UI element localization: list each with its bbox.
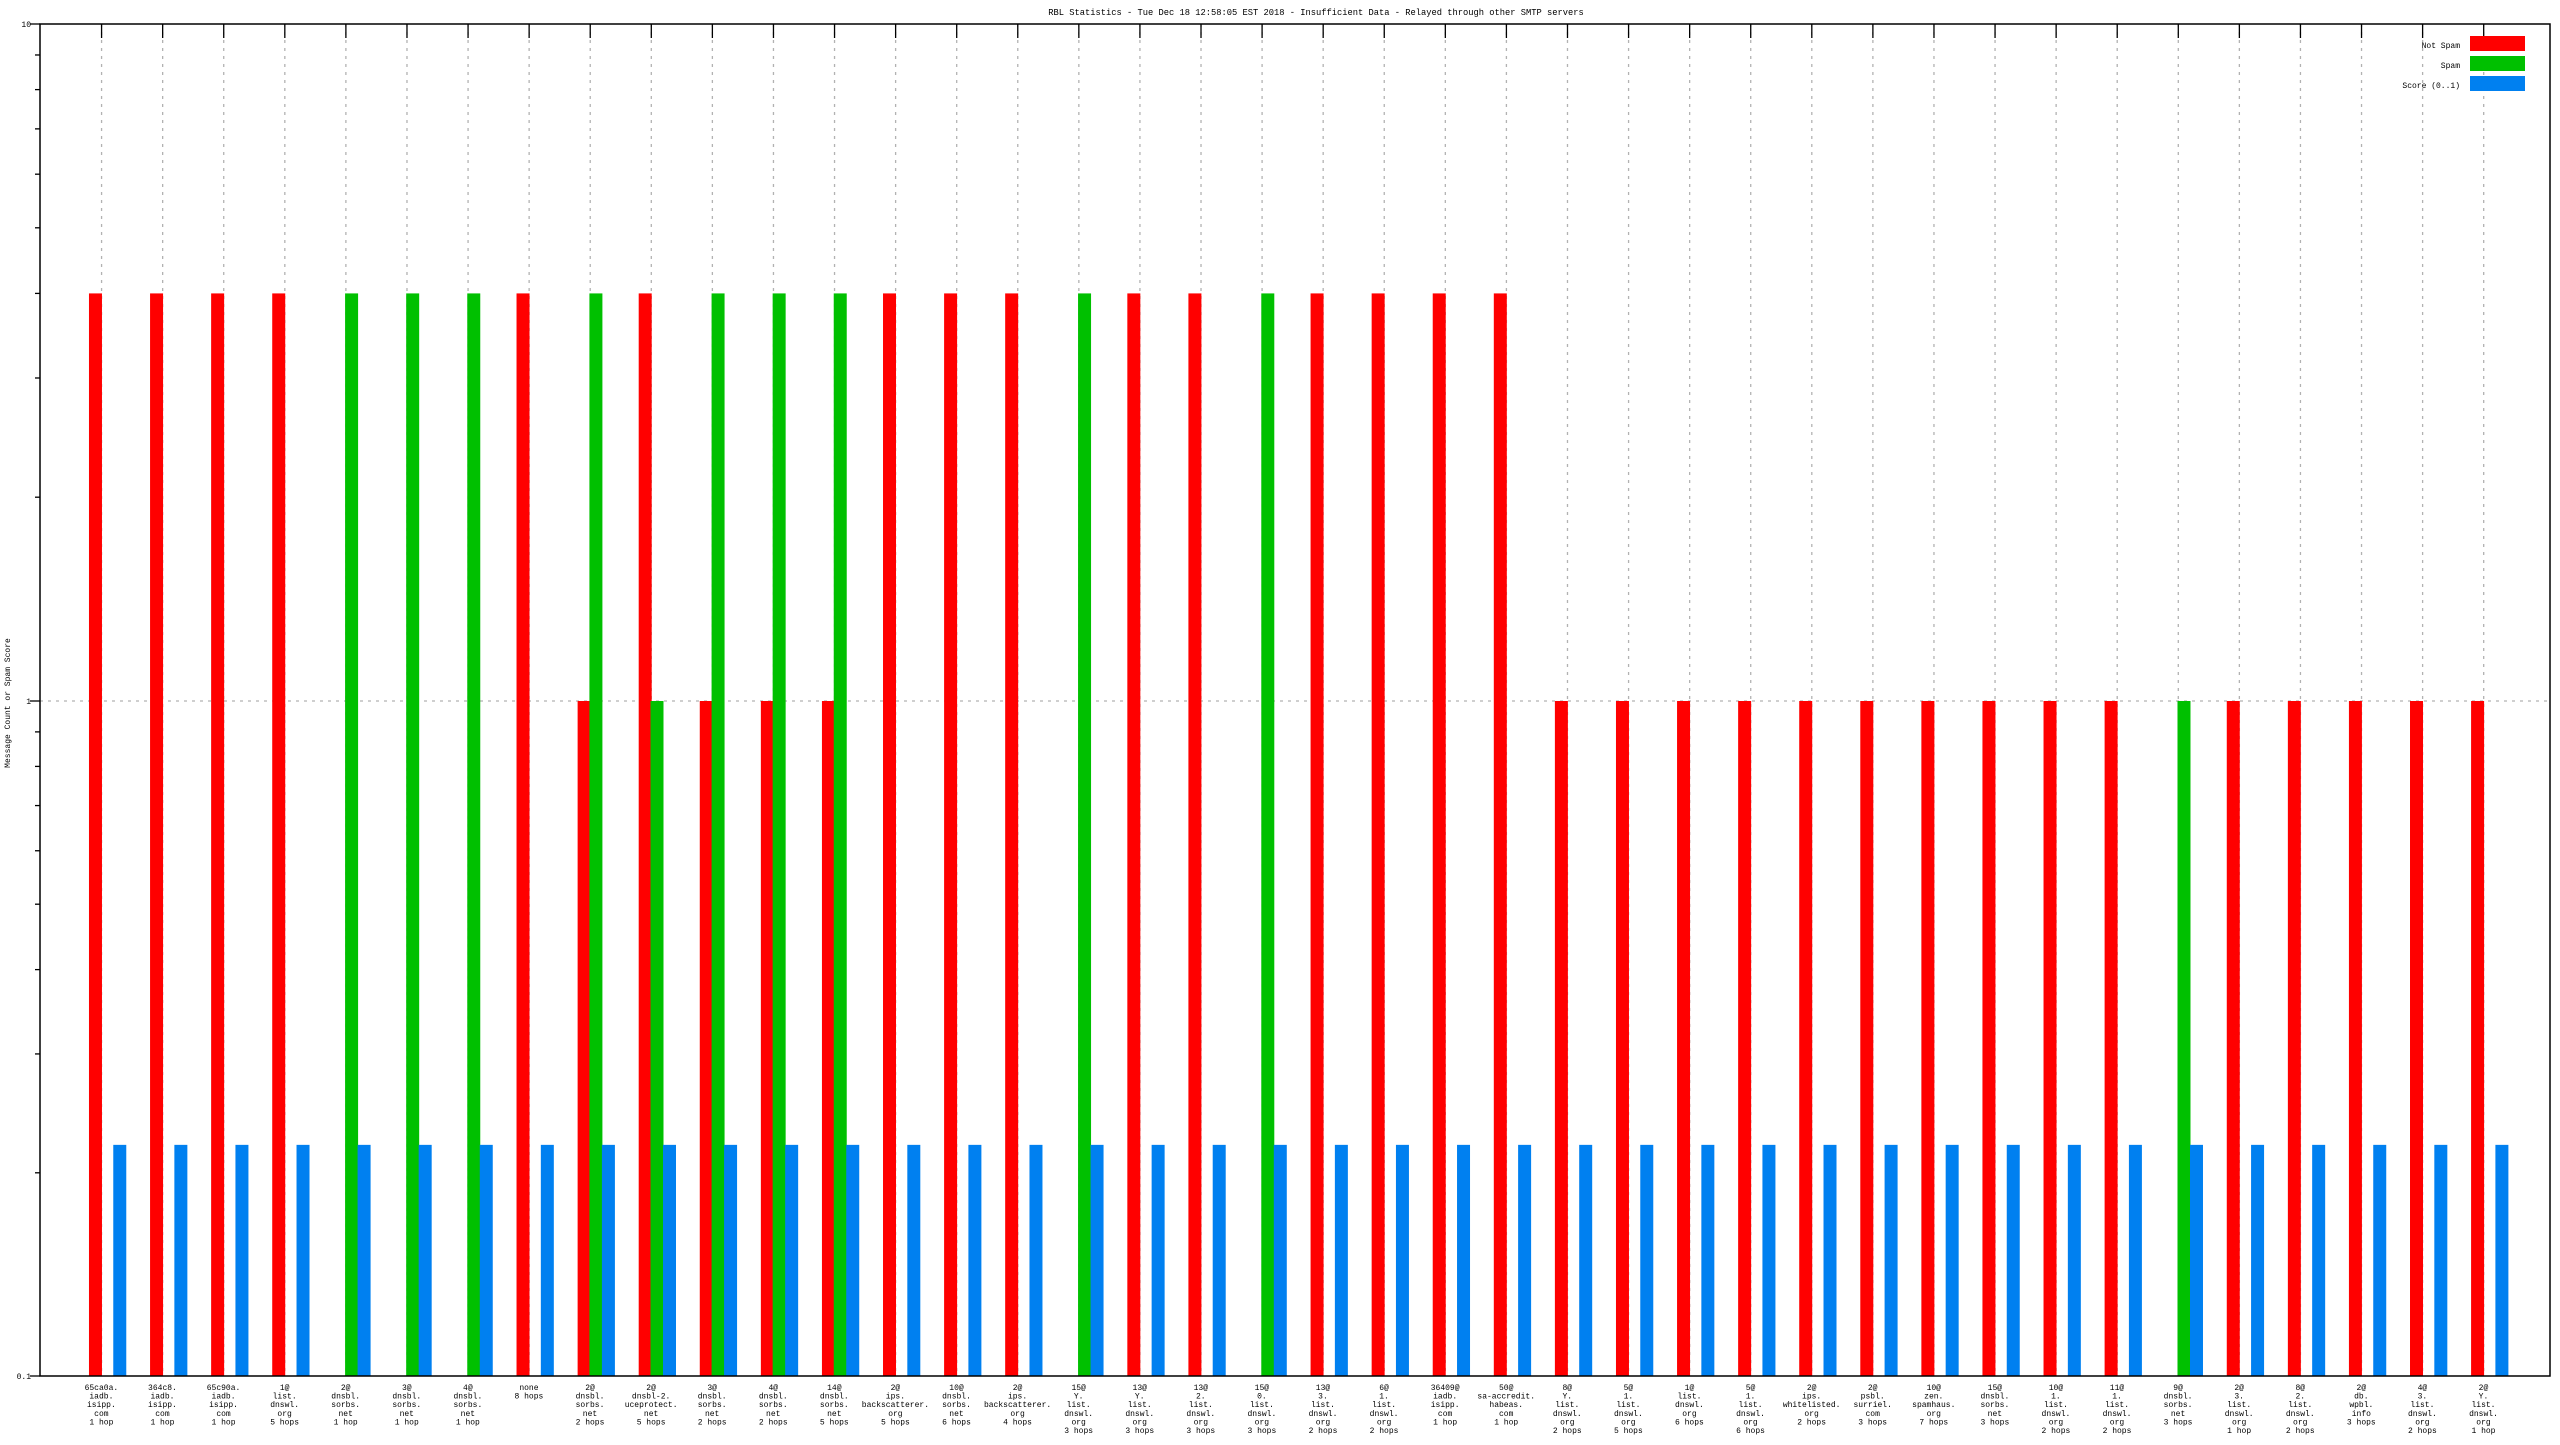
svg-text:6 hops: 6 hops <box>942 1418 971 1427</box>
svg-text:5 hops: 5 hops <box>820 1418 849 1427</box>
svg-text:Message Count or Spam Score: Message Count or Spam Score <box>4 638 13 768</box>
svg-text:RBL Statistics - Tue Dec 18 12: RBL Statistics - Tue Dec 18 12:58:05 EST… <box>1048 8 1584 18</box>
svg-text:3 hops: 3 hops <box>2164 1418 2193 1427</box>
svg-text:6 hops: 6 hops <box>1675 1418 1704 1427</box>
svg-text:10: 10 <box>21 21 31 30</box>
svg-text:2 hops: 2 hops <box>759 1418 788 1427</box>
svg-text:2 hops: 2 hops <box>1309 1427 1338 1436</box>
svg-text:5 hops: 5 hops <box>637 1418 666 1427</box>
svg-text:1 hop: 1 hop <box>2227 1427 2251 1436</box>
svg-text:2 hops: 2 hops <box>1797 1418 1826 1427</box>
svg-text:4 hops: 4 hops <box>1003 1418 1032 1427</box>
svg-text:7 hops: 7 hops <box>1919 1418 1948 1427</box>
svg-text:Score (0..1): Score (0..1) <box>2402 82 2460 91</box>
svg-text:3 hops: 3 hops <box>1980 1418 2009 1427</box>
svg-text:1 hop: 1 hop <box>456 1418 480 1427</box>
svg-text:1 hop: 1 hop <box>212 1418 236 1427</box>
svg-text:1 hop: 1 hop <box>150 1418 174 1427</box>
svg-text:2 hops: 2 hops <box>698 1418 727 1427</box>
svg-text:6 hops: 6 hops <box>1736 1427 1765 1436</box>
svg-text:2 hops: 2 hops <box>2286 1427 2315 1436</box>
svg-text:5 hops: 5 hops <box>270 1418 299 1427</box>
svg-text:5 hops: 5 hops <box>1614 1427 1643 1436</box>
svg-text:1: 1 <box>26 698 31 707</box>
svg-text:5 hops: 5 hops <box>881 1418 910 1427</box>
svg-text:1 hop: 1 hop <box>334 1418 358 1427</box>
svg-text:1 hop: 1 hop <box>2471 1427 2495 1436</box>
svg-text:3 hops: 3 hops <box>1125 1427 1154 1436</box>
svg-text:2 hops: 2 hops <box>1553 1427 1582 1436</box>
svg-text:1 hop: 1 hop <box>89 1418 113 1427</box>
svg-text:0.1: 0.1 <box>17 1373 32 1382</box>
svg-text:2 hops: 2 hops <box>2042 1427 2071 1436</box>
svg-text:2 hops: 2 hops <box>1370 1427 1399 1436</box>
svg-text:1 hop: 1 hop <box>1494 1418 1518 1427</box>
svg-text:2 hops: 2 hops <box>2408 1427 2437 1436</box>
svg-text:3 hops: 3 hops <box>2347 1418 2376 1427</box>
svg-text:2 hops: 2 hops <box>576 1418 605 1427</box>
svg-text:1 hop: 1 hop <box>1433 1418 1457 1427</box>
svg-text:1 hop: 1 hop <box>395 1418 419 1427</box>
svg-text:Spam: Spam <box>2441 62 2460 71</box>
svg-text:8 hops: 8 hops <box>515 1393 544 1402</box>
svg-text:3 hops: 3 hops <box>1247 1427 1276 1436</box>
svg-text:3 hops: 3 hops <box>1858 1418 1887 1427</box>
svg-text:2 hops: 2 hops <box>2103 1427 2132 1436</box>
svg-text:Not Spam: Not Spam <box>2422 42 2461 51</box>
svg-text:3 hops: 3 hops <box>1064 1427 1093 1436</box>
svg-text:3 hops: 3 hops <box>1186 1427 1215 1436</box>
